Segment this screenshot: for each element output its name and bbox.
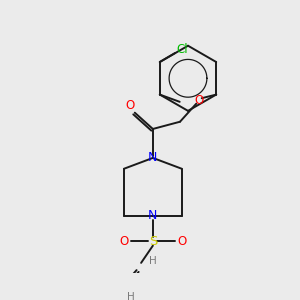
Text: O: O <box>126 99 135 112</box>
Text: S: S <box>149 235 157 248</box>
Text: N: N <box>148 209 158 222</box>
Text: O: O <box>177 235 187 248</box>
Text: O: O <box>194 94 204 107</box>
Text: N: N <box>148 152 158 164</box>
Text: H: H <box>149 256 157 266</box>
Text: Cl: Cl <box>177 43 188 56</box>
Text: O: O <box>119 235 128 248</box>
Text: H: H <box>127 292 135 300</box>
